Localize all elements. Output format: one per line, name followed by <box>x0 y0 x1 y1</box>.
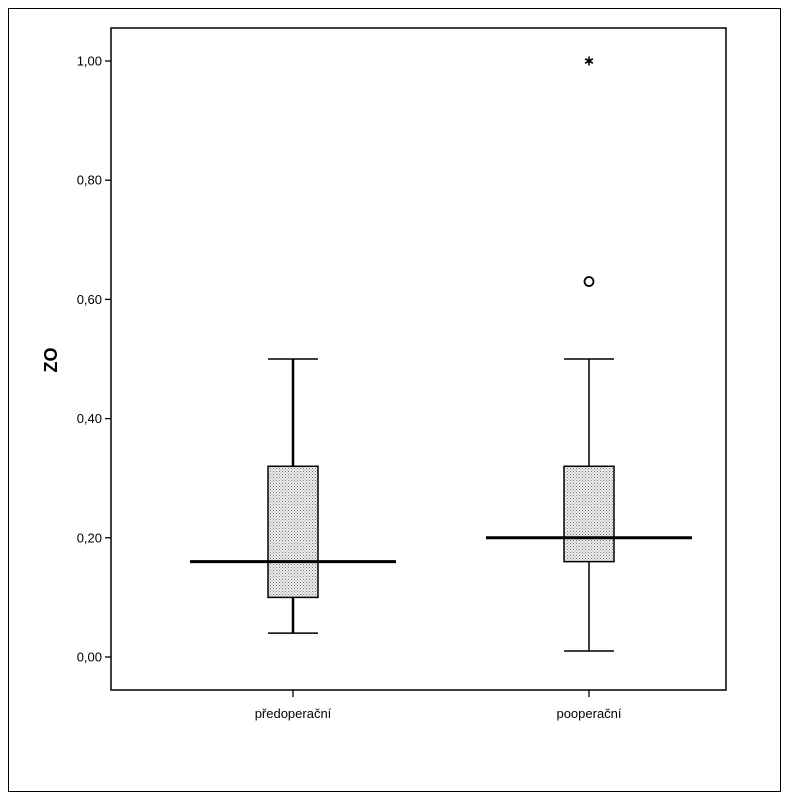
x-tick-label: pooperační <box>556 706 621 721</box>
outlier-point <box>583 276 595 287</box>
y-tick-label: 0,40 <box>77 411 102 426</box>
boxes <box>190 56 692 652</box>
x-tick-label: předoperační <box>255 706 332 721</box>
box-iqr <box>267 465 319 599</box>
y-axis: 0,00 0,20 0,40 0,60 0,80 1,00 <box>77 54 111 665</box>
box-2 <box>486 56 692 652</box>
y-tick-label: 0,00 <box>77 650 102 665</box>
x-axis: předoperační pooperační <box>255 690 622 721</box>
extreme-point <box>584 56 594 66</box>
y-tick-label: 1,00 <box>77 54 102 69</box>
y-tick-label: 0,20 <box>77 530 102 545</box>
extreme-stroke <box>584 58 594 64</box>
y-tick-label: 0,80 <box>77 173 102 188</box>
box-iqr <box>563 465 615 563</box>
y-tick-label: 0,60 <box>77 292 102 307</box>
figure-frame <box>8 8 781 792</box>
plot-area <box>110 27 727 691</box>
box-1 <box>190 358 396 634</box>
y-axis-title: ZO <box>41 348 61 373</box>
